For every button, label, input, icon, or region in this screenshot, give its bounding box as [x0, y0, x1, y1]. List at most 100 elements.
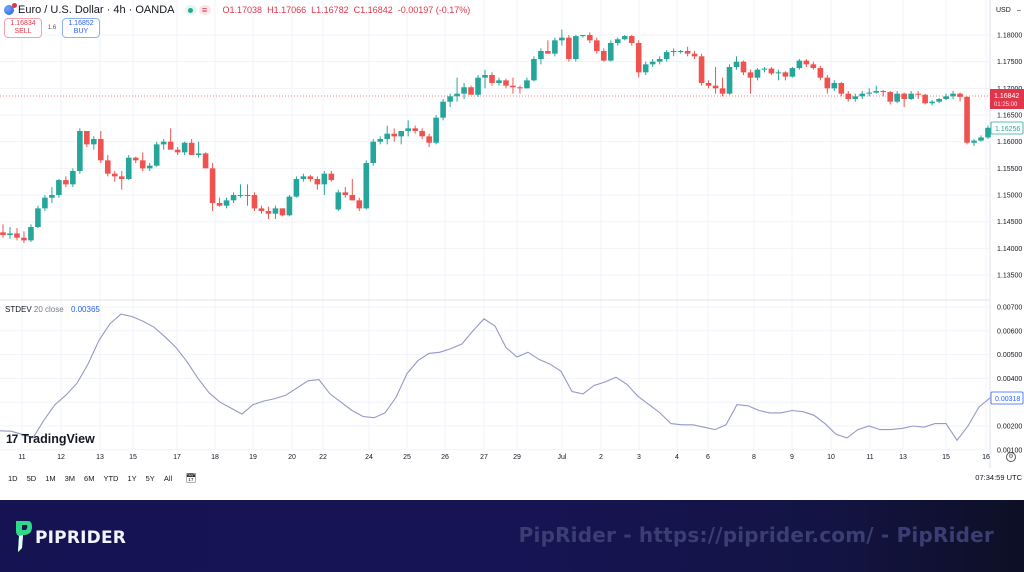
sell-price: 1.16834: [10, 20, 36, 27]
candlestick-series: [0, 29, 991, 244]
ohlc-change: -0.00197 (-0.17%): [397, 5, 471, 15]
range-5y[interactable]: 5Y: [145, 473, 155, 483]
time-axis-label: 15: [942, 454, 950, 461]
chart-canvas[interactable]: 1.180001.175001.170001.165001.160001.155…: [0, 0, 1024, 500]
indicator-params: 20 close: [33, 305, 64, 314]
time-axis-label: 6: [706, 454, 710, 461]
time-axis-label: 17: [173, 454, 181, 461]
time-axis-label: 22: [319, 454, 327, 461]
svg-text:0.00700: 0.00700: [997, 305, 1022, 312]
range-3m[interactable]: 3M: [64, 473, 76, 483]
time-axis-label: 2: [599, 454, 603, 461]
time-axis-label: 10: [827, 454, 835, 461]
time-axis-label: 24: [365, 454, 373, 461]
indicator-legend[interactable]: STDEV 20 close 0.00365: [5, 305, 100, 314]
time-axis-label: 29: [513, 454, 521, 461]
euro-flag-icon: [4, 3, 17, 15]
go-to-date-calendar-icon[interactable]: 📅︎: [185, 472, 197, 483]
time-axis-label: 27: [480, 454, 488, 461]
time-axis[interactable]: 11 12 13 15 17 18 19 20 22 24 25 26 27 29 Jul 2 3 4 6 8 9 10 1…: [0, 452, 990, 466]
time-axis-label: 12: [57, 454, 65, 461]
utc-clock[interactable]: 07:34:59 UTC: [975, 473, 1022, 482]
piprider-banner: PIPRIDER PipRider - https://piprider.com…: [0, 500, 1024, 572]
range-all[interactable]: All: [163, 473, 173, 483]
piprider-mark-icon: [16, 521, 32, 552]
price-axis[interactable]: 1.180001.175001.170001.165001.160001.155…: [997, 33, 1022, 280]
sell-button[interactable]: 1.16834 SELL: [4, 18, 42, 38]
tradingview-logo[interactable]: 17 TradingView: [6, 432, 95, 446]
chart-area[interactable]: 1.180001.175001.170001.165001.160001.155…: [0, 0, 1024, 500]
buy-button[interactable]: 1.16852 BUY: [62, 18, 100, 38]
indicator-axis[interactable]: 0.00700 0.00600 0.00500 0.00400 0.00200 0.001…: [997, 305, 1022, 455]
time-axis-label: 11: [18, 454, 26, 461]
crosshair-price-value: 1.16256: [995, 126, 1020, 133]
stdev-indicator-line: [0, 313, 991, 442]
svg-text:1.17500: 1.17500: [997, 59, 1022, 66]
time-axis-label: 13: [96, 454, 104, 461]
range-5d[interactable]: 5D: [26, 473, 37, 483]
trade-buttons: 1.16834 SELL 1.6 1.16852 BUY: [4, 18, 100, 38]
svg-text:1.14500: 1.14500: [997, 219, 1022, 226]
piprider-watermark: PipRider - https://piprider.com/ - PipRi…: [518, 523, 994, 547]
symbol-title[interactable]: Euro / U.S. Dollar · 4h · OANDA: [18, 4, 175, 16]
range-1y[interactable]: 1Y: [127, 473, 137, 483]
range-6m[interactable]: 6M: [84, 473, 95, 483]
time-axis-label: 20: [288, 454, 296, 461]
svg-text:1.13500: 1.13500: [997, 273, 1022, 280]
sell-label: SELL: [14, 28, 32, 35]
svg-text:0.00500: 0.00500: [997, 352, 1022, 359]
svg-text:0.00100: 0.00100: [997, 447, 1022, 454]
svg-text:1.15500: 1.15500: [997, 166, 1022, 173]
svg-text:1.16000: 1.16000: [997, 139, 1022, 146]
chart-grid: [0, 0, 990, 451]
time-axis-label: 13: [899, 454, 907, 461]
bar-countdown: 01:25:00: [994, 102, 1018, 108]
piprider-wordmark: PIPRIDER: [35, 528, 127, 548]
market-open-icon[interactable]: [184, 5, 197, 15]
ohlc-low: L1.16782: [311, 5, 349, 15]
time-axis-label: 15: [129, 454, 137, 461]
svg-text:1.14000: 1.14000: [997, 246, 1022, 253]
time-axis-label: 11: [866, 454, 874, 461]
date-range-bar: 1D 5D 1M 3M 6M YTD 1Y 5Y All 📅︎ 07:34:59…: [0, 468, 1024, 488]
svg-text:0.00600: 0.00600: [997, 328, 1022, 335]
tradingview-wordmark: TradingView: [21, 432, 95, 446]
last-price-label: 1.16842 01:25:00: [990, 89, 1024, 109]
ohlc-high: H1.17066: [267, 5, 307, 15]
time-axis-label: 8: [752, 454, 756, 461]
spread-value: 1.6: [47, 25, 57, 31]
indicator-name: STDEV: [5, 305, 32, 314]
svg-text:0.00200: 0.00200: [997, 424, 1022, 431]
svg-text:1.18000: 1.18000: [997, 33, 1022, 40]
indicator-last-value-label: 0.00318: [990, 391, 1024, 405]
data-status-icon[interactable]: ≡: [198, 5, 211, 15]
time-axis-label: 9: [790, 454, 794, 461]
buy-price: 1.16852: [68, 20, 94, 27]
last-price-value: 1.16842: [994, 93, 1019, 100]
tradingview-mark-icon: 17: [6, 432, 18, 446]
ohlc-close: C1.16842: [353, 5, 393, 15]
crosshair-price-label: 1.16256: [990, 121, 1024, 135]
range-ytd[interactable]: YTD: [103, 473, 119, 483]
svg-text:0.00400: 0.00400: [997, 376, 1022, 383]
symbol-legend[interactable]: Euro / U.S. Dollar · 4h · OANDA ≡ O1.170…: [4, 3, 475, 17]
time-axis-label: 3: [637, 454, 641, 461]
range-1m[interactable]: 1M: [45, 473, 56, 483]
svg-text:1.16500: 1.16500: [997, 113, 1022, 120]
settings-gear-icon[interactable]: ⚙: [1006, 452, 1016, 462]
time-axis-label: 19: [249, 454, 257, 461]
time-axis-label: 4: [675, 454, 679, 461]
svg-text:1.15000: 1.15000: [997, 193, 1022, 200]
buy-label: BUY: [73, 28, 89, 35]
axis-menu-icon[interactable]: –: [1017, 7, 1021, 14]
range-1d[interactable]: 1D: [8, 473, 18, 483]
time-axis-label: 25: [403, 454, 411, 461]
ohlc-open: O1.17038: [222, 5, 263, 15]
currency-label[interactable]: USD: [996, 7, 1011, 14]
piprider-logo: PIPRIDER: [14, 518, 126, 554]
time-axis-label: Jul: [557, 454, 567, 461]
indicator-value: 0.00365: [70, 305, 100, 314]
time-axis-label: 16: [982, 454, 990, 461]
time-axis-label: 26: [441, 454, 449, 461]
